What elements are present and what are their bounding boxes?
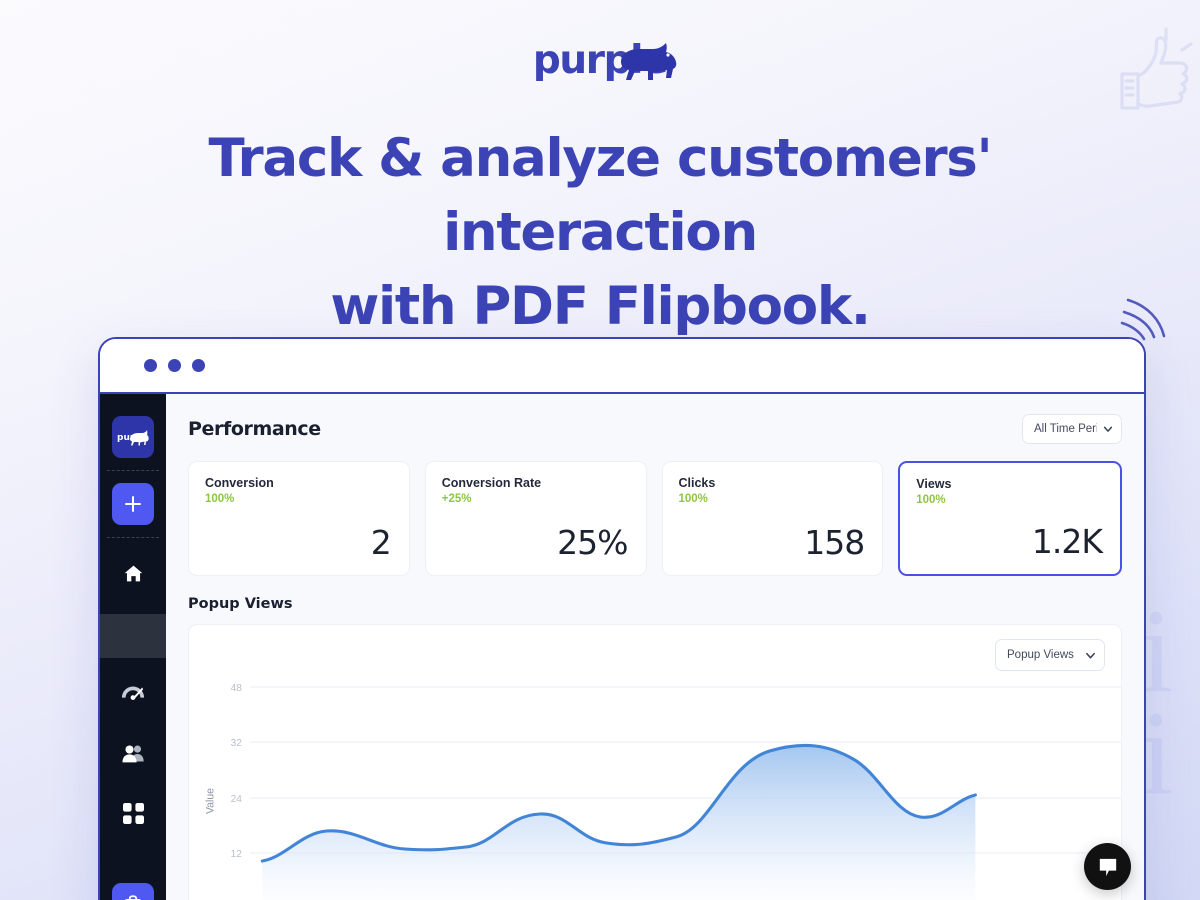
sidebar-logo-tile[interactable]: pur <box>112 416 154 458</box>
stat-card-views[interactable]: Views 100% 1.2K <box>898 461 1122 576</box>
users-icon <box>121 744 144 762</box>
purple-logo-icon: pur <box>117 430 149 446</box>
stat-label: Conversion Rate <box>441 476 542 490</box>
chart-y-axis-title: Value <box>204 788 216 814</box>
stat-card-conversion-rate[interactable]: Conversion Rate +25% 25% <box>424 461 647 576</box>
page-title: Performance <box>188 418 321 440</box>
stat-delta: 100% <box>205 493 235 505</box>
chart-metric-select[interactable]: Popup Views <box>995 639 1105 671</box>
stat-label: Conversion <box>205 476 274 490</box>
window-dot-close[interactable] <box>144 359 157 372</box>
browser-titlebar <box>100 339 1144 394</box>
page-headline: Track & analyze customers' interaction w… <box>60 122 1140 345</box>
period-select-value: All Time Period <box>1034 423 1097 435</box>
svg-text:32: 32 <box>231 738 243 749</box>
chart-section-title: Popup Views <box>188 596 293 612</box>
window-dot-maximize[interactable] <box>192 359 205 372</box>
briefcase-icon <box>124 894 142 900</box>
svg-text:48: 48 <box>231 683 243 694</box>
stat-card-conversion[interactable]: Conversion 100% 2 <box>188 461 410 576</box>
main-header: Performance All Time Period <box>188 414 1122 444</box>
stats-row: Conversion 100% 2 Conversion Rate +25% 2… <box>188 461 1122 576</box>
chart-y-axis-labels: 48 32 24 12 0 <box>231 683 243 860</box>
sidebar: pur <box>100 394 166 900</box>
window-dot-minimize[interactable] <box>168 359 181 372</box>
sidebar-item-apps[interactable] <box>113 793 153 833</box>
headline-line-2: with PDF Flipbook. <box>330 276 871 338</box>
stat-card-clicks[interactable]: Clicks 100% 158 <box>661 461 884 576</box>
chat-launcher[interactable] <box>1084 843 1131 890</box>
app-body: pur <box>100 394 1144 900</box>
stat-delta: 100% <box>678 493 708 505</box>
grid-apps-icon <box>122 802 144 824</box>
chart-card: Popup Views <box>188 624 1122 900</box>
main-content: Performance All Time Period Conversion 1… <box>166 394 1144 900</box>
headline-line-1: Track & analyze customers' interaction <box>208 128 993 264</box>
sidebar-item-home[interactable] <box>113 553 153 593</box>
popup-views-area-chart: 48 32 24 12 0 Value <box>204 683 1121 900</box>
stat-value: 25% <box>557 523 628 562</box>
stat-delta: +25% <box>441 493 472 505</box>
chart-metric-value: Popup Views <box>1007 649 1074 661</box>
chevron-down-icon <box>1103 426 1113 432</box>
stat-label: Views <box>916 477 952 491</box>
sidebar-active-indicator <box>100 614 166 658</box>
stat-delta: 100% <box>916 494 946 506</box>
chart-area-fill <box>262 745 976 900</box>
sidebar-item-briefcase[interactable] <box>112 883 154 900</box>
chart-line <box>260 743 977 863</box>
bear-logo-icon <box>621 43 677 80</box>
brand-logo: purple <box>0 38 1200 84</box>
chat-bubble-icon <box>1099 858 1116 876</box>
sidebar-divider-top <box>107 470 159 471</box>
svg-text:24: 24 <box>231 794 243 805</box>
stat-value: 2 <box>370 523 392 562</box>
svg-text:pur: pur <box>117 433 135 443</box>
sidebar-add-button[interactable] <box>112 483 154 525</box>
stat-label: Clicks <box>678 476 716 490</box>
stat-value: 158 <box>804 523 865 562</box>
browser-window-mock: pur <box>98 337 1146 900</box>
stat-value: 1.2K <box>1031 522 1103 561</box>
plus-icon <box>125 496 141 512</box>
period-select[interactable]: All Time Period <box>1022 414 1122 444</box>
home-icon <box>124 565 142 581</box>
chevron-down-icon <box>1086 652 1095 659</box>
sidebar-item-analytics[interactable] <box>113 673 153 713</box>
sidebar-item-audience[interactable] <box>113 733 153 773</box>
speedometer-icon <box>121 686 145 701</box>
sidebar-divider-bottom <box>107 537 159 538</box>
svg-text:12: 12 <box>231 849 243 860</box>
